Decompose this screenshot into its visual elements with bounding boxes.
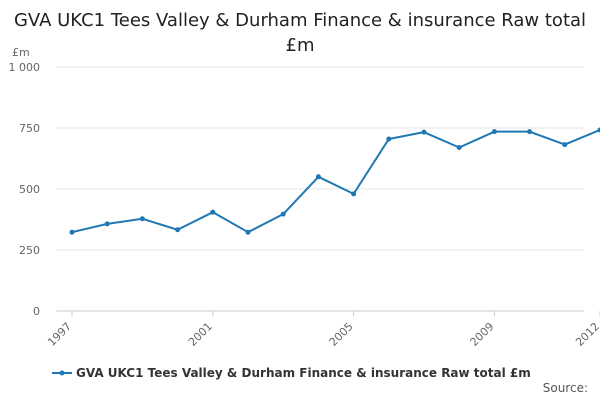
data-point: [386, 136, 392, 142]
data-point: [315, 174, 321, 180]
series-line: [71, 129, 600, 234]
data-point: [351, 191, 357, 197]
y-tick-label: 750: [19, 122, 40, 135]
x-tick-label: 1997: [45, 320, 74, 349]
y-axis-label: £m: [12, 46, 30, 59]
x-tick-label: 2009: [468, 320, 497, 349]
data-point: [210, 209, 216, 215]
chart-title: GVA UKC1 Tees Valley & Durham Finance & …: [13, 10, 587, 56]
legend-label: GVA UKC1 Tees Valley & Durham Finance & …: [76, 366, 531, 380]
data-point: [491, 129, 497, 135]
data-point: [597, 127, 600, 133]
data-point: [245, 229, 251, 235]
data-point: [175, 227, 181, 233]
y-tick-label: 0: [33, 305, 40, 318]
data-point: [69, 229, 75, 235]
y-tick-label: 250: [19, 244, 40, 257]
x-tick-label: 2005: [327, 320, 356, 349]
source-label: Source:: [542, 381, 588, 395]
x-tick-label: 2012: [573, 320, 600, 349]
y-tick-label: 1 000: [9, 61, 41, 74]
data-point: [280, 211, 286, 217]
grid: [56, 66, 584, 312]
legend[interactable]: GVA UKC1 Tees Valley & Durham Finance & …: [52, 366, 531, 380]
data-point: [456, 145, 462, 151]
data-point: [421, 129, 427, 135]
data-point: [562, 142, 568, 148]
data-point: [104, 221, 110, 227]
series-layer: [69, 127, 600, 235]
data-point: [527, 129, 533, 135]
legend-swatch: [52, 370, 72, 376]
data-point: [139, 216, 145, 222]
axes: £m 0 250 500 750 1 000 1997 2001 2005 2009 2012: [9, 46, 600, 349]
y-tick-label: 500: [19, 183, 40, 196]
x-tick-label: 2001: [186, 320, 215, 349]
